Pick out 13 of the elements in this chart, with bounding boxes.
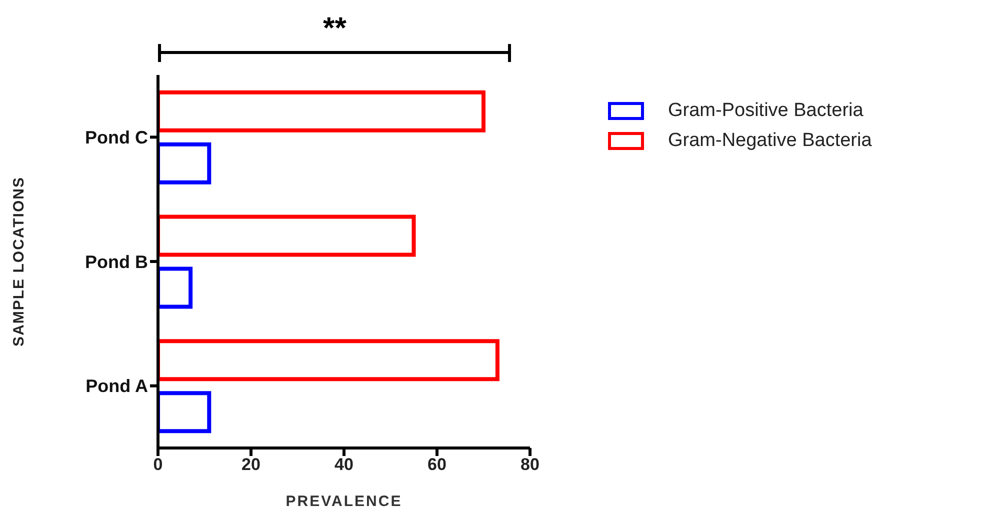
x-tick-label: 40: [334, 455, 354, 474]
legend-label: Gram-Positive Bacteria: [668, 100, 864, 122]
y-tick-label: Pond A: [86, 376, 148, 396]
x-tick-label: 60: [428, 455, 446, 474]
x-axis-title: PREVALENCE: [286, 493, 402, 510]
legend-label: Gram-Negative Bacteria: [668, 130, 872, 152]
x-tick-label: 20: [242, 455, 260, 474]
x-tick-label: 80: [520, 455, 540, 474]
y-axis-title: SAMPLE LOCATIONS: [10, 176, 28, 346]
y-tick-label: Pond B: [85, 252, 148, 272]
text: **: [322, 12, 348, 46]
y-tick-label: Pond C: [85, 128, 148, 148]
x-tick-label: 0: [153, 455, 163, 474]
